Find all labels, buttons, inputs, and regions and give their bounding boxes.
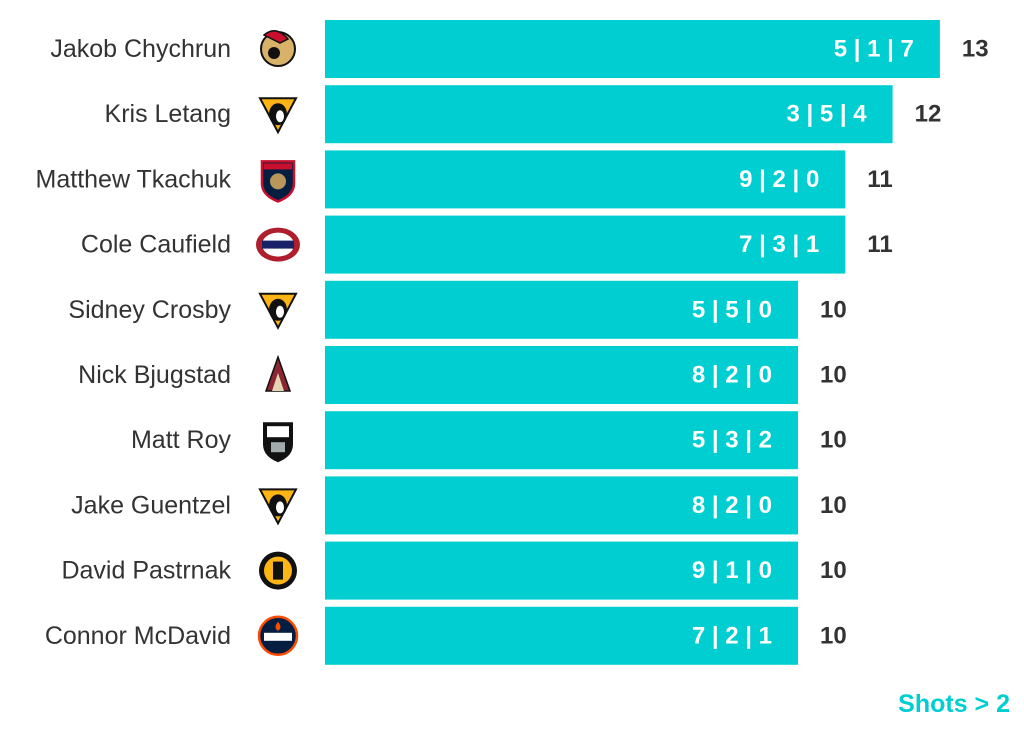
bruins-logo-icon: [259, 551, 297, 590]
bar-total-label: 11: [867, 231, 892, 258]
player-name-label: Matt Roy: [131, 426, 232, 454]
bar-total-label: 10: [820, 492, 847, 519]
bar: [325, 606, 798, 665]
bar-breakdown-label: 7 | 3 | 1: [739, 231, 819, 258]
bar: [325, 215, 846, 274]
player-name-label: Sidney Crosby: [68, 296, 231, 324]
bar-total-label: 13: [962, 36, 989, 63]
player-name-label: Jakob Chychrun: [50, 35, 231, 63]
panthers-logo-icon: [260, 160, 296, 203]
canadiens-logo-icon: [256, 227, 300, 262]
bar-row: Sidney Crosby 5 | 5 | 0 10: [68, 280, 847, 339]
player-name-label: Connor McDavid: [45, 622, 231, 650]
bar-row: David Pastrnak 9 | 1 | 0 10: [61, 541, 847, 600]
bar: [325, 541, 798, 600]
penguins-logo-icon: [258, 488, 298, 526]
kings-logo-icon: [263, 422, 293, 463]
bar-row: Nick Bjugstad 8 | 2 | 0 10: [78, 346, 847, 404]
bar: [325, 20, 940, 78]
player-name-label: Matthew Tkachuk: [36, 165, 232, 193]
bar-total-label: 10: [820, 427, 847, 454]
bar-total-label: 12: [915, 101, 942, 128]
player-name-label: Cole Caufield: [81, 231, 231, 259]
bar-breakdown-label: 8 | 2 | 0: [692, 492, 772, 519]
bar-breakdown-label: 5 | 1 | 7: [834, 36, 914, 63]
player-name-label: Kris Letang: [105, 100, 231, 128]
coyotes-logo-icon: [264, 354, 292, 392]
bar: [325, 280, 798, 339]
bar-row: Matt Roy 5 | 3 | 2 10: [131, 411, 847, 470]
bar-total-label: 10: [820, 362, 847, 389]
bar-row: Connor McDavid 7 | 2 | 1 10: [45, 606, 847, 665]
bar-total-label: 10: [820, 557, 847, 584]
bar-total-label: 11: [867, 166, 892, 193]
bar: [325, 150, 846, 209]
bar: [325, 476, 798, 535]
penguins-logo-icon: [258, 97, 298, 135]
bar-breakdown-label: 3 | 5 | 4: [786, 101, 867, 128]
bar: [325, 85, 893, 144]
bar-total-label: 10: [820, 296, 847, 323]
bar-row: Kris Letang 3 | 5 | 4 12: [105, 85, 942, 144]
bar-breakdown-label: 5 | 3 | 2: [692, 427, 772, 454]
bar-row: Matthew Tkachuk 9 | 2 | 0 11: [36, 150, 893, 209]
bar-row: Jake Guentzel 8 | 2 | 0 10: [71, 476, 847, 535]
player-name-label: Nick Bjugstad: [78, 361, 231, 389]
oilers-logo-icon: [257, 615, 299, 657]
bar: [325, 346, 798, 404]
bar-breakdown-label: 9 | 1 | 0: [692, 557, 772, 584]
bar-breakdown-label: 5 | 5 | 0: [692, 296, 772, 323]
bar-breakdown-label: 9 | 2 | 0: [739, 166, 819, 193]
player-name-label: David Pastrnak: [61, 557, 231, 585]
shots-note: Shots > 2: [898, 690, 1010, 718]
player-name-label: Jake Guentzel: [71, 491, 231, 519]
bar-row: Cole Caufield 7 | 3 | 1 11: [81, 215, 893, 274]
bar-row: Jakob Chychrun 5 | 1 | 7 13: [50, 20, 989, 78]
bar: [325, 411, 798, 470]
penguins-logo-icon: [258, 292, 298, 330]
senators-logo-icon: [260, 30, 296, 67]
bar-breakdown-label: 8 | 2 | 0: [692, 362, 772, 389]
bar-total-label: 10: [820, 622, 847, 649]
bar-breakdown-label: 7 | 2 | 1: [692, 622, 772, 649]
